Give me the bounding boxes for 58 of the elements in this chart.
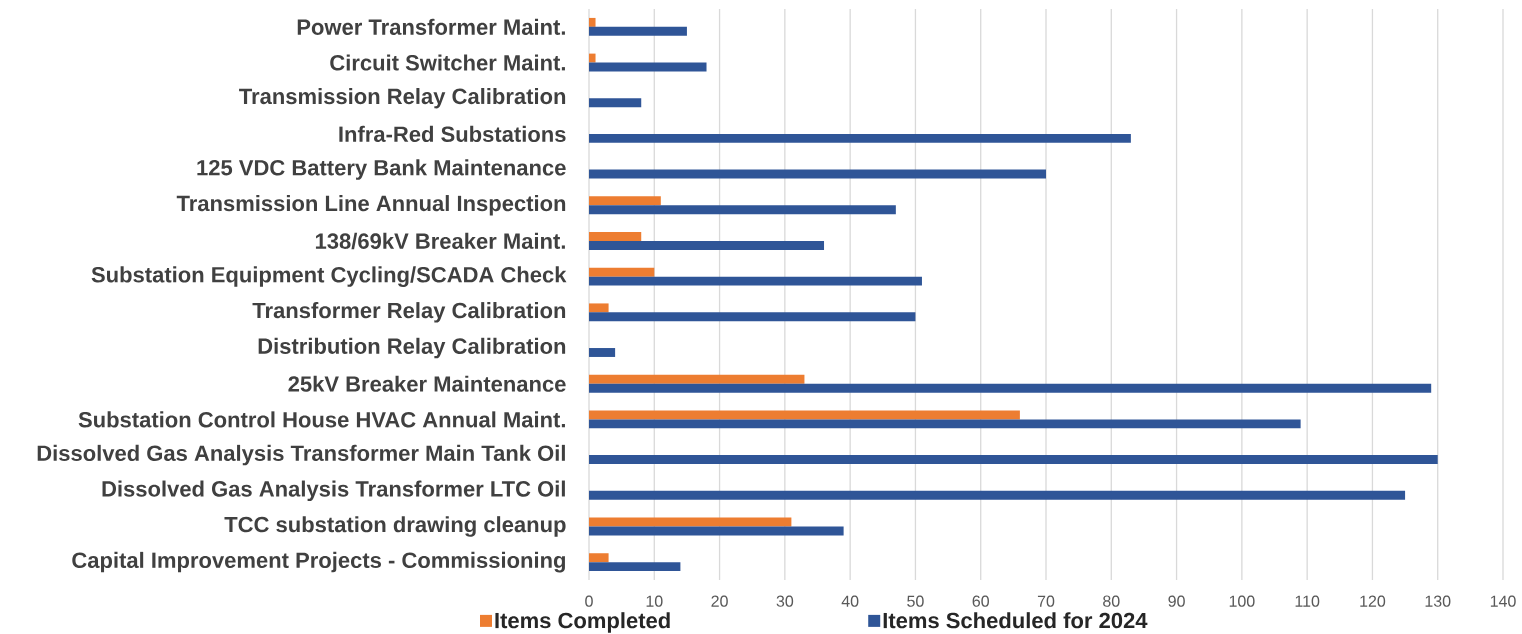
x-tick-label: 140 xyxy=(1490,595,1516,608)
x-tick-label: 100 xyxy=(1229,595,1255,608)
y-tick-label: Substation Equipment Cycling/SCADA Check xyxy=(91,266,567,288)
bar xyxy=(589,267,655,277)
x-tick-label: 0 xyxy=(585,595,593,608)
y-tick-label: TCC substation drawing cleanup xyxy=(224,516,566,537)
bar xyxy=(589,348,616,358)
bar xyxy=(589,18,596,28)
x-tick-label: 120 xyxy=(1360,595,1386,608)
bar xyxy=(589,232,642,242)
y-tick-label: 125 VDC Battery Bank Maintenance xyxy=(197,159,566,181)
bar xyxy=(589,526,844,536)
legend-label: Items Completed xyxy=(495,612,670,633)
y-tick-label: Power Transformer Maint. xyxy=(297,18,565,36)
bar xyxy=(589,562,681,572)
y-tick-label: Dissolved Gas Analysis Transformer Main Tank Oil xyxy=(37,445,565,466)
y-tick-label: 138/69kV Breaker Maint. xyxy=(315,232,565,250)
x-tick-label: 60 xyxy=(972,595,989,608)
bar xyxy=(589,98,642,108)
bar xyxy=(589,490,1406,500)
bar xyxy=(589,410,1020,420)
bar xyxy=(589,375,805,384)
x-tick-label: 50 xyxy=(907,595,924,608)
x-tick-label: 130 xyxy=(1425,595,1451,608)
bar xyxy=(589,241,825,251)
x-tick-label: 70 xyxy=(1037,595,1055,608)
y-tick-label: Transmission Relay Calibration xyxy=(239,88,566,109)
y-tick-label: Capital Improvement Projects - Commissioning xyxy=(72,552,565,573)
bar xyxy=(589,62,707,72)
bar xyxy=(589,553,609,563)
bar xyxy=(589,53,596,63)
bar xyxy=(589,205,896,215)
y-tick-label: Transmission Line Annual Inspection xyxy=(176,195,566,216)
y-tick-label: Transformer Relay Calibration xyxy=(252,302,566,323)
bar xyxy=(589,27,687,36)
x-tick-label: 40 xyxy=(841,595,859,608)
x-tick-label: 90 xyxy=(1168,595,1185,608)
bar xyxy=(589,134,1131,144)
bar xyxy=(589,455,1438,465)
bar xyxy=(589,419,1301,429)
bar xyxy=(589,383,1432,393)
legend-label: Items Scheduled for 2024 xyxy=(883,612,1148,629)
y-tick-label: Substation Control House HVAC Annual Maint. xyxy=(78,411,565,428)
y-tick-label: Circuit Switcher Maint. xyxy=(330,54,565,71)
y-tick-label: Infra-Red Substations xyxy=(339,126,566,143)
x-tick-label: 30 xyxy=(776,595,794,608)
y-tick-label: Distribution Relay Calibration xyxy=(258,337,566,359)
y-tick-label: 25kV Breaker Maintenance xyxy=(288,375,566,393)
x-tick-label: 10 xyxy=(646,595,663,608)
bar xyxy=(589,303,609,313)
bar xyxy=(589,196,661,206)
y-tick-label: Dissolved Gas Analysis Transformer LTC Oil xyxy=(102,480,565,502)
x-tick-label: 110 xyxy=(1295,595,1320,608)
x-tick-label: 20 xyxy=(711,595,728,608)
x-tick-label: 80 xyxy=(1103,595,1120,608)
bar xyxy=(589,312,916,322)
bar xyxy=(589,276,922,286)
bar xyxy=(589,169,1047,179)
